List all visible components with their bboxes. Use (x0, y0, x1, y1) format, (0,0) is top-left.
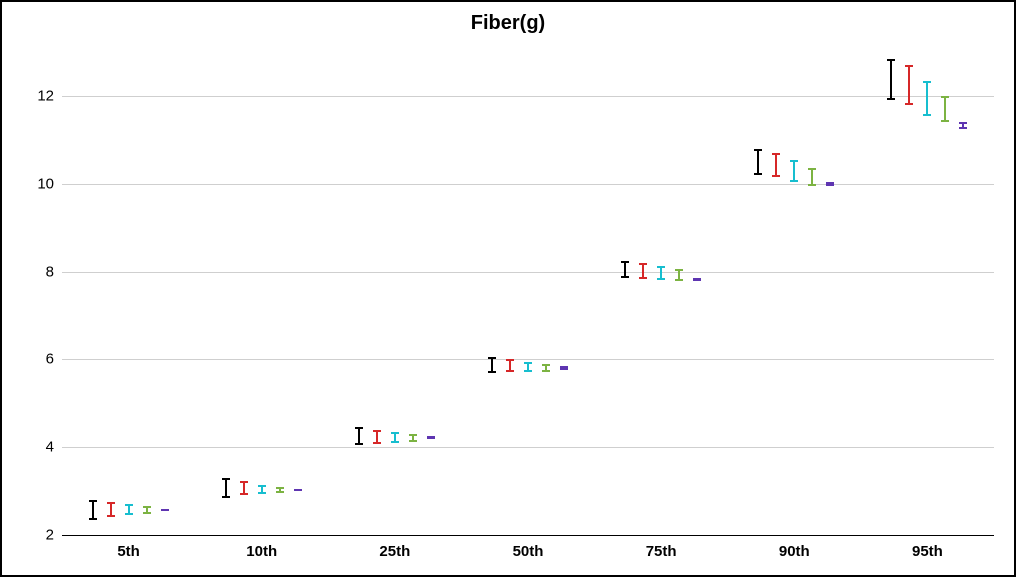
x-tick-label: 95th (912, 543, 943, 560)
x-tick-label: 50th (513, 543, 544, 560)
gridline (62, 96, 994, 97)
gridline (62, 447, 994, 448)
x-tick-label: 25th (379, 543, 410, 560)
y-tick-label: 2 (22, 527, 54, 544)
y-tick-label: 8 (22, 263, 54, 280)
gridline (62, 272, 994, 273)
x-tick-label: 90th (779, 543, 810, 560)
y-tick-label: 12 (22, 87, 54, 104)
chart-title: Fiber(g) (2, 12, 1014, 35)
y-tick-label: 4 (22, 439, 54, 456)
y-tick-label: 6 (22, 351, 54, 368)
y-tick-label: 10 (22, 175, 54, 192)
gridline (62, 184, 994, 185)
gridline (62, 359, 994, 360)
x-axis-line (62, 535, 994, 536)
x-tick-label: 75th (646, 543, 677, 560)
plot-area: 246810125th10th25th50th75th90th95th (62, 52, 994, 535)
x-tick-label: 5th (117, 543, 140, 560)
x-tick-label: 10th (246, 543, 277, 560)
chart-container: Fiber(g) 246810125th10th25th50th75th90th… (0, 0, 1016, 577)
